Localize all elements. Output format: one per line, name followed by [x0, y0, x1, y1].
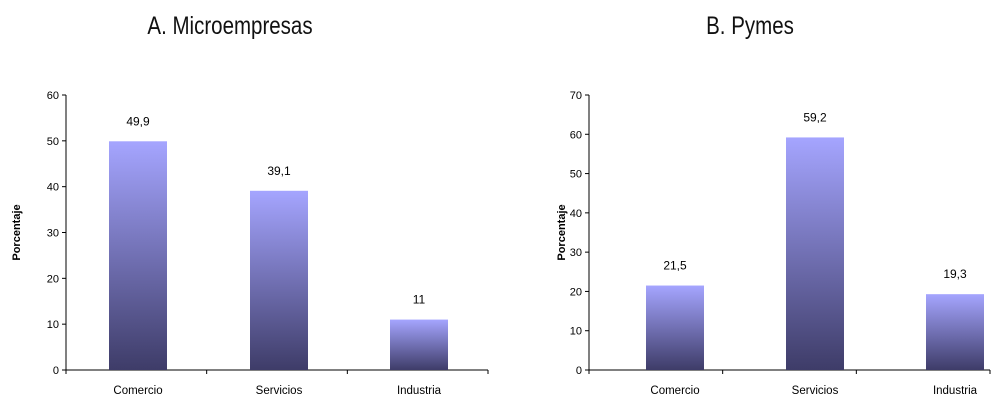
y-tick-label: 0: [576, 365, 582, 377]
x-category-label: Comercio: [650, 385, 699, 397]
data-label: 19,3: [943, 267, 967, 281]
x-category-label: Servicios: [792, 385, 839, 397]
y-tick-label: 60: [47, 90, 59, 102]
chart-title: A. Microempresas: [147, 12, 313, 40]
bar-comercio: [646, 285, 704, 370]
chart-plot-area: 0 10 20 30 40 50 60 49,9 Comercio 39,1 Servicios 11…: [11, 90, 489, 397]
y-tick-label: 20: [570, 286, 582, 298]
x-category-label: Comercio: [113, 385, 162, 397]
bar-servicios: [250, 190, 308, 370]
y-tick-label: 20: [47, 273, 59, 285]
y-tick-label: 10: [570, 326, 582, 338]
data-label: 21,5: [663, 259, 687, 273]
x-category-label: Industria: [933, 385, 978, 397]
y-axis-title: Porcentaje: [11, 204, 23, 260]
y-tick-label: 40: [570, 208, 582, 220]
y-tick-label: 60: [570, 129, 582, 141]
chart-pymes: B. Pymes 0 10 20 30 40 50 60 70 21,5 Comercio 59,2…: [500, 0, 999, 402]
chart-plot-area: 0 10 20 30 40 50 60 70 21,5 Comercio 59,2 Servicios…: [556, 90, 991, 397]
data-label: 59,2: [803, 110, 827, 124]
bar-servicios: [786, 137, 844, 370]
y-tick-label: 70: [570, 90, 582, 102]
data-label: 49,9: [126, 114, 150, 128]
y-tick-label: 50: [47, 136, 59, 148]
y-tick-label: 10: [47, 319, 59, 331]
bar-industria: [390, 319, 448, 370]
bar-comercio: [109, 141, 167, 370]
x-category-label: Servicios: [256, 385, 303, 397]
x-category-label: Industria: [397, 385, 442, 397]
y-tick-label: 50: [570, 169, 582, 181]
data-label: 39,1: [267, 164, 291, 178]
y-tick-label: 30: [47, 228, 59, 240]
y-axis-title: Porcentaje: [556, 204, 568, 260]
y-tick-label: 30: [570, 247, 582, 259]
y-tick-label: 40: [47, 182, 59, 194]
chart-title: B. Pymes: [706, 12, 794, 40]
data-label: 11: [413, 293, 426, 307]
y-tick-label: 0: [53, 365, 59, 377]
bar-industria: [926, 294, 984, 370]
chart-microempresas: A. Microempresas 0 10 20 30 40 50 60 49,9 Comerc…: [11, 12, 489, 397]
